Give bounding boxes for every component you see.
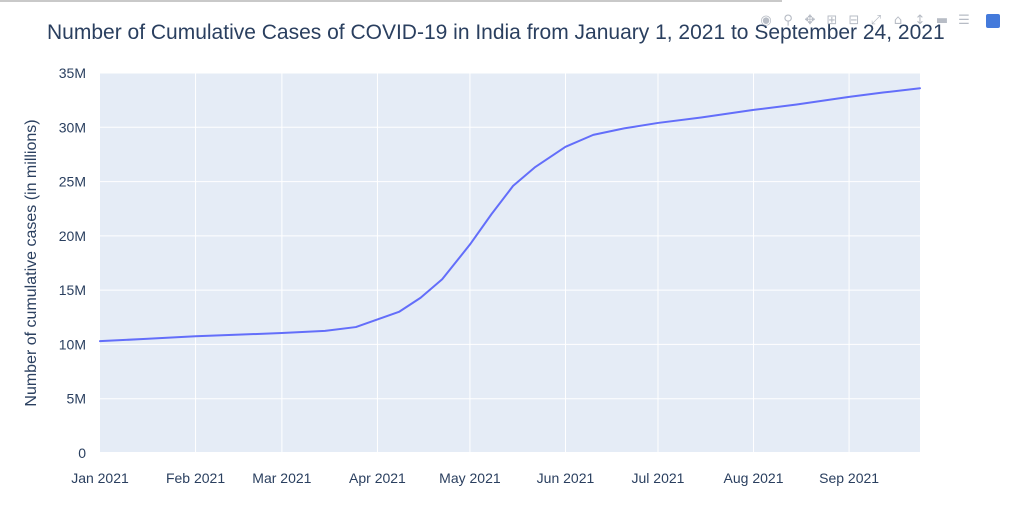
zoom-out-icon[interactable]: ⊟ xyxy=(848,13,860,28)
y-tick-labels: 0 5M 10M 15M 20M 25M 30M 35M xyxy=(59,65,86,461)
x-tick-label: May 2021 xyxy=(439,470,501,486)
y-tick-label: 5M xyxy=(67,391,86,407)
modebar: ◉ ⚲ ✥ ⊞ ⊟ ⤢ ⌂ ↕ ▬ ☰ xyxy=(758,13,1000,29)
chart-title: Number of Cumulative Cases of COVID-19 i… xyxy=(47,21,945,44)
x-tick-labels: Jan 2021 Feb 2021 Mar 2021 Apr 2021 May 2021… xyxy=(71,470,879,486)
x-tick-label: Jun 2021 xyxy=(537,470,595,486)
x-tick-label: Sep 2021 xyxy=(819,470,879,486)
x-gridlines xyxy=(195,73,850,453)
top-scroll-strip xyxy=(0,0,782,2)
x-tick-label: Jan 2021 xyxy=(71,470,129,486)
reset-axes-icon[interactable]: ⌂ xyxy=(893,13,903,28)
series-line[interactable] xyxy=(99,87,921,343)
x-tick-label: Jul 2021 xyxy=(632,470,685,486)
x-tick-label: Apr 2021 xyxy=(349,470,406,486)
hover-compare-icon[interactable]: ☰ xyxy=(958,13,970,28)
spike-lines-icon[interactable]: ↕ xyxy=(914,13,926,28)
y-tick-label: 25M xyxy=(59,174,86,190)
y-gridlines xyxy=(100,72,920,454)
y-tick-label: 15M xyxy=(59,282,86,298)
pan-icon[interactable]: ✥ xyxy=(804,13,816,28)
x-tick-label: Mar 2021 xyxy=(252,470,311,486)
series-layer xyxy=(99,87,921,343)
y-axis-label: Number of cumulative cases (in millions) xyxy=(23,119,40,406)
camera-icon[interactable]: ◉ xyxy=(760,13,772,28)
plot-area[interactable] xyxy=(100,73,920,453)
y-tick-label: 0 xyxy=(78,445,86,461)
autoscale-icon[interactable]: ⤢ xyxy=(870,13,882,28)
x-tick-label: Feb 2021 xyxy=(166,470,225,486)
zoom-in-icon[interactable]: ⊞ xyxy=(826,13,838,28)
y-tick-label: 20M xyxy=(59,228,86,244)
y-tick-label: 35M xyxy=(59,65,86,81)
hover-closest-icon[interactable]: ▬ xyxy=(935,13,949,28)
x-tick-label: Aug 2021 xyxy=(724,470,784,486)
y-tick-label: 10M xyxy=(59,336,86,352)
plotly-logo-icon[interactable] xyxy=(986,14,1000,28)
zoom-icon[interactable]: ⚲ xyxy=(783,13,793,28)
y-tick-label: 30M xyxy=(59,119,86,135)
